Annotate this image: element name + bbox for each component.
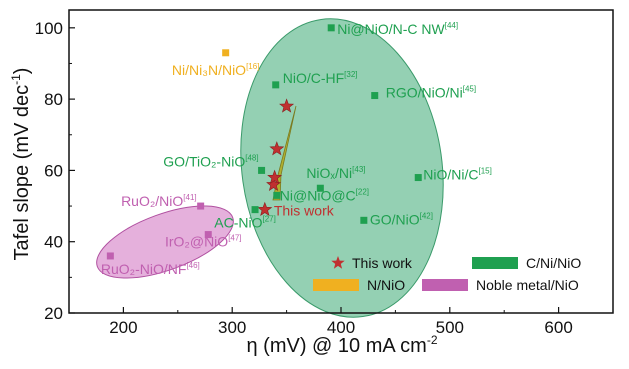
legend-swatch	[422, 279, 468, 291]
x-tick-label: 300	[218, 318, 246, 337]
legend-label: N/NiO	[367, 277, 405, 293]
point-labels: This work Ni@NiO/N-C NW[44] NiO/C-HF[32] RG…	[101, 21, 492, 277]
c-ni-nio-marker	[371, 92, 379, 100]
noble-metal-nio-marker	[204, 231, 212, 239]
y-axis-title: Tafel slope (mV dec-1)	[9, 68, 33, 261]
point-label: NiOₓ/Ni[43]	[306, 165, 365, 181]
point-label: AC-NiO[27]	[214, 215, 276, 231]
legend-swatch	[472, 257, 518, 269]
this-work-star-marker	[269, 141, 285, 156]
c-ni-nio-marker	[258, 166, 266, 174]
x-tick-label: 500	[436, 318, 464, 337]
c-ni-nio-marker	[273, 191, 281, 199]
point-label: This work	[274, 203, 335, 219]
axes: 200 300 400 500 600 20 40 60 80 100 η (mV) @ 10 mA…	[9, 9, 614, 357]
this-work-star-marker	[257, 201, 273, 216]
c-ni-nio-marker	[414, 174, 422, 182]
legend-star-symbol	[331, 256, 345, 269]
point-label: RuO₂-NiO/NF[46]	[101, 261, 200, 277]
noble-metal-nio-marker	[106, 252, 114, 260]
y-tick-label: 100	[35, 19, 63, 38]
c-ni-nio-marker	[272, 81, 280, 89]
c-ni-nio-marker	[360, 216, 368, 224]
y-tick-label: 20	[44, 304, 63, 323]
noble-metal-region	[96, 205, 234, 279]
point-label: GO/NiO[42]	[370, 211, 433, 227]
this-work-star-marker	[267, 169, 283, 184]
c-ni-nio-region	[240, 18, 444, 318]
point-label: RGO/NiO/Ni[45]	[386, 85, 476, 101]
point-label: Ni@NiO@C[22]	[280, 187, 369, 203]
c-ni-nio-marker	[327, 24, 335, 32]
legend-label: C/Ni/NiO	[526, 255, 581, 271]
point-label: GO/TiO₂-NiO[48]	[163, 153, 258, 169]
point-label: NiO/C-HF[32]	[283, 70, 358, 86]
legend-label: This work	[352, 255, 413, 271]
x-axis-title: η (mV) @ 10 mA cm-2	[246, 333, 437, 357]
y-tick-label: 40	[44, 233, 63, 252]
group-regions	[96, 18, 444, 318]
point-label: IrO₂@NiO[47]	[165, 234, 242, 250]
x-tick-label: 600	[544, 318, 572, 337]
n-nio-marker	[222, 49, 230, 57]
c-ni-nio-marker	[316, 184, 324, 192]
legend: This work C/Ni/NiO N/NiO Noble metal/NiO	[313, 255, 581, 293]
legend-swatch	[313, 279, 359, 291]
noble-metal-nio-marker	[197, 202, 205, 210]
point-label: NiO/Ni/C[15]	[423, 167, 492, 183]
this-work-star-marker	[279, 98, 295, 113]
c-ni-nio-marker	[251, 206, 259, 214]
point-label: Ni/Ni₃N/NiO[16]	[172, 62, 260, 78]
point-label: RuO₂/NiO[41]	[121, 193, 197, 209]
x-tick-label: 200	[109, 318, 137, 337]
x-tick-label: 400	[327, 318, 355, 337]
point-label: Ni@NiO/N-C NW[44]	[337, 21, 458, 37]
legend-label: Noble metal/NiO	[476, 277, 579, 293]
y-tick-label: 80	[44, 90, 63, 109]
data-points	[106, 24, 422, 260]
y-tick-label: 60	[44, 161, 63, 180]
